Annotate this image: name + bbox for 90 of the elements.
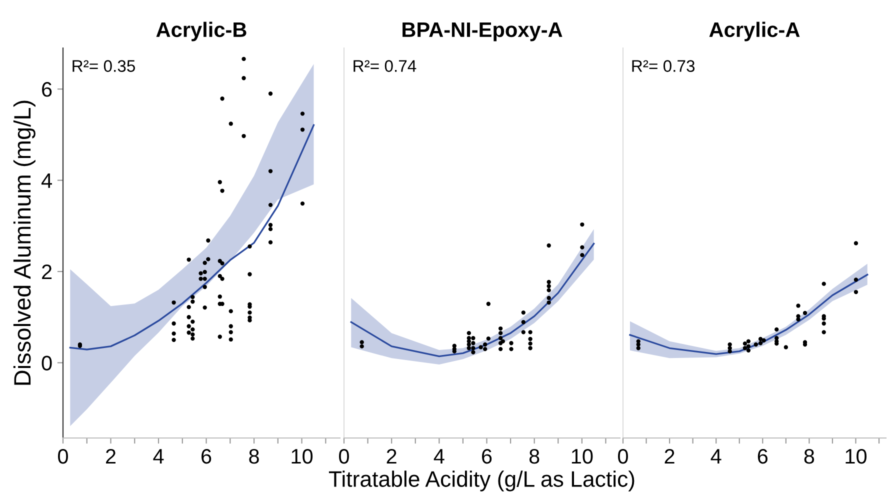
point [774, 327, 779, 332]
point [521, 310, 526, 315]
point [822, 330, 826, 334]
x-tick-label: 2 [386, 448, 396, 464]
point [742, 341, 748, 346]
point [802, 310, 808, 316]
point [854, 241, 858, 246]
point [360, 340, 364, 344]
point [500, 339, 506, 344]
point [754, 342, 758, 347]
point [486, 336, 491, 341]
x-axis-title: Titratable Acidity (g/L as Lactic) [328, 470, 634, 492]
x-tick-label: 4 [434, 449, 444, 464]
point [521, 320, 526, 324]
point [471, 350, 476, 354]
x-tick-label: 8 [804, 448, 814, 464]
x-tick-label: 0 [339, 448, 349, 464]
annotation: R²= 0.74 [354, 60, 416, 72]
point [528, 330, 532, 334]
point [580, 253, 584, 258]
point [546, 284, 551, 288]
point [758, 341, 763, 346]
point [546, 280, 551, 284]
x-tick-label: 0 [618, 448, 628, 464]
point [784, 345, 788, 350]
point [498, 346, 503, 352]
point [483, 346, 488, 352]
point [471, 346, 476, 350]
point [498, 331, 503, 336]
point [580, 222, 584, 227]
point [478, 345, 483, 350]
point [854, 290, 858, 294]
point [486, 302, 491, 306]
point [466, 331, 471, 336]
x-tick-label: 10 [846, 448, 867, 464]
point [546, 243, 551, 248]
point [546, 296, 551, 300]
point [360, 344, 364, 348]
line-series [69, 124, 315, 350]
point [746, 348, 751, 353]
x-tick-label: 2 [106, 448, 116, 464]
chart-title: Acrylic-A [709, 22, 800, 42]
point [728, 342, 732, 347]
point [509, 341, 514, 346]
point [471, 336, 476, 340]
point [546, 288, 551, 292]
point [466, 346, 471, 350]
point [498, 336, 503, 340]
point [822, 282, 826, 286]
y-tick-label: 0 [42, 356, 52, 370]
point [483, 342, 488, 347]
point [580, 245, 584, 250]
y-tick-label: 6 [42, 82, 52, 97]
point [728, 349, 732, 354]
point [546, 300, 551, 305]
x-tick-label: 10 [292, 448, 313, 464]
y-tick-label: 2 [42, 264, 52, 280]
point [854, 278, 858, 282]
x-tick-label: 10 [572, 448, 593, 464]
x-tick-label: 4 [710, 449, 722, 464]
point [636, 346, 640, 350]
annotation: R²= 0.35 [72, 60, 135, 72]
chart-title: BPA-NI-Epoxy-A [402, 22, 562, 42]
y-tick-label: 4 [41, 173, 52, 188]
point [521, 330, 526, 334]
point [509, 346, 514, 352]
x-tick-label: 8 [249, 448, 259, 464]
point [528, 346, 532, 350]
x-tick-label: 8 [529, 448, 540, 464]
point [742, 346, 748, 350]
x-tick-label: 6 [202, 448, 212, 464]
x-tick-label: 6 [758, 448, 768, 464]
x-tick-label: 2 [664, 448, 674, 464]
point [822, 321, 826, 326]
point [528, 336, 532, 342]
x-tick-label: 6 [482, 448, 492, 464]
point [636, 342, 640, 347]
y-axis-title: Dissolved Aluminum (mg/L) [13, 100, 36, 385]
annotation: R²= 0.73 [632, 60, 695, 72]
x-tick-label: 4 [153, 449, 164, 464]
point [796, 317, 800, 322]
point [796, 304, 800, 308]
point [498, 326, 503, 331]
x-tick-label: 0 [58, 448, 68, 464]
point [746, 344, 751, 348]
point [762, 338, 766, 342]
point [471, 341, 476, 346]
chart-title: Acrylic-B [156, 22, 246, 42]
point [528, 341, 532, 346]
point [746, 339, 751, 344]
